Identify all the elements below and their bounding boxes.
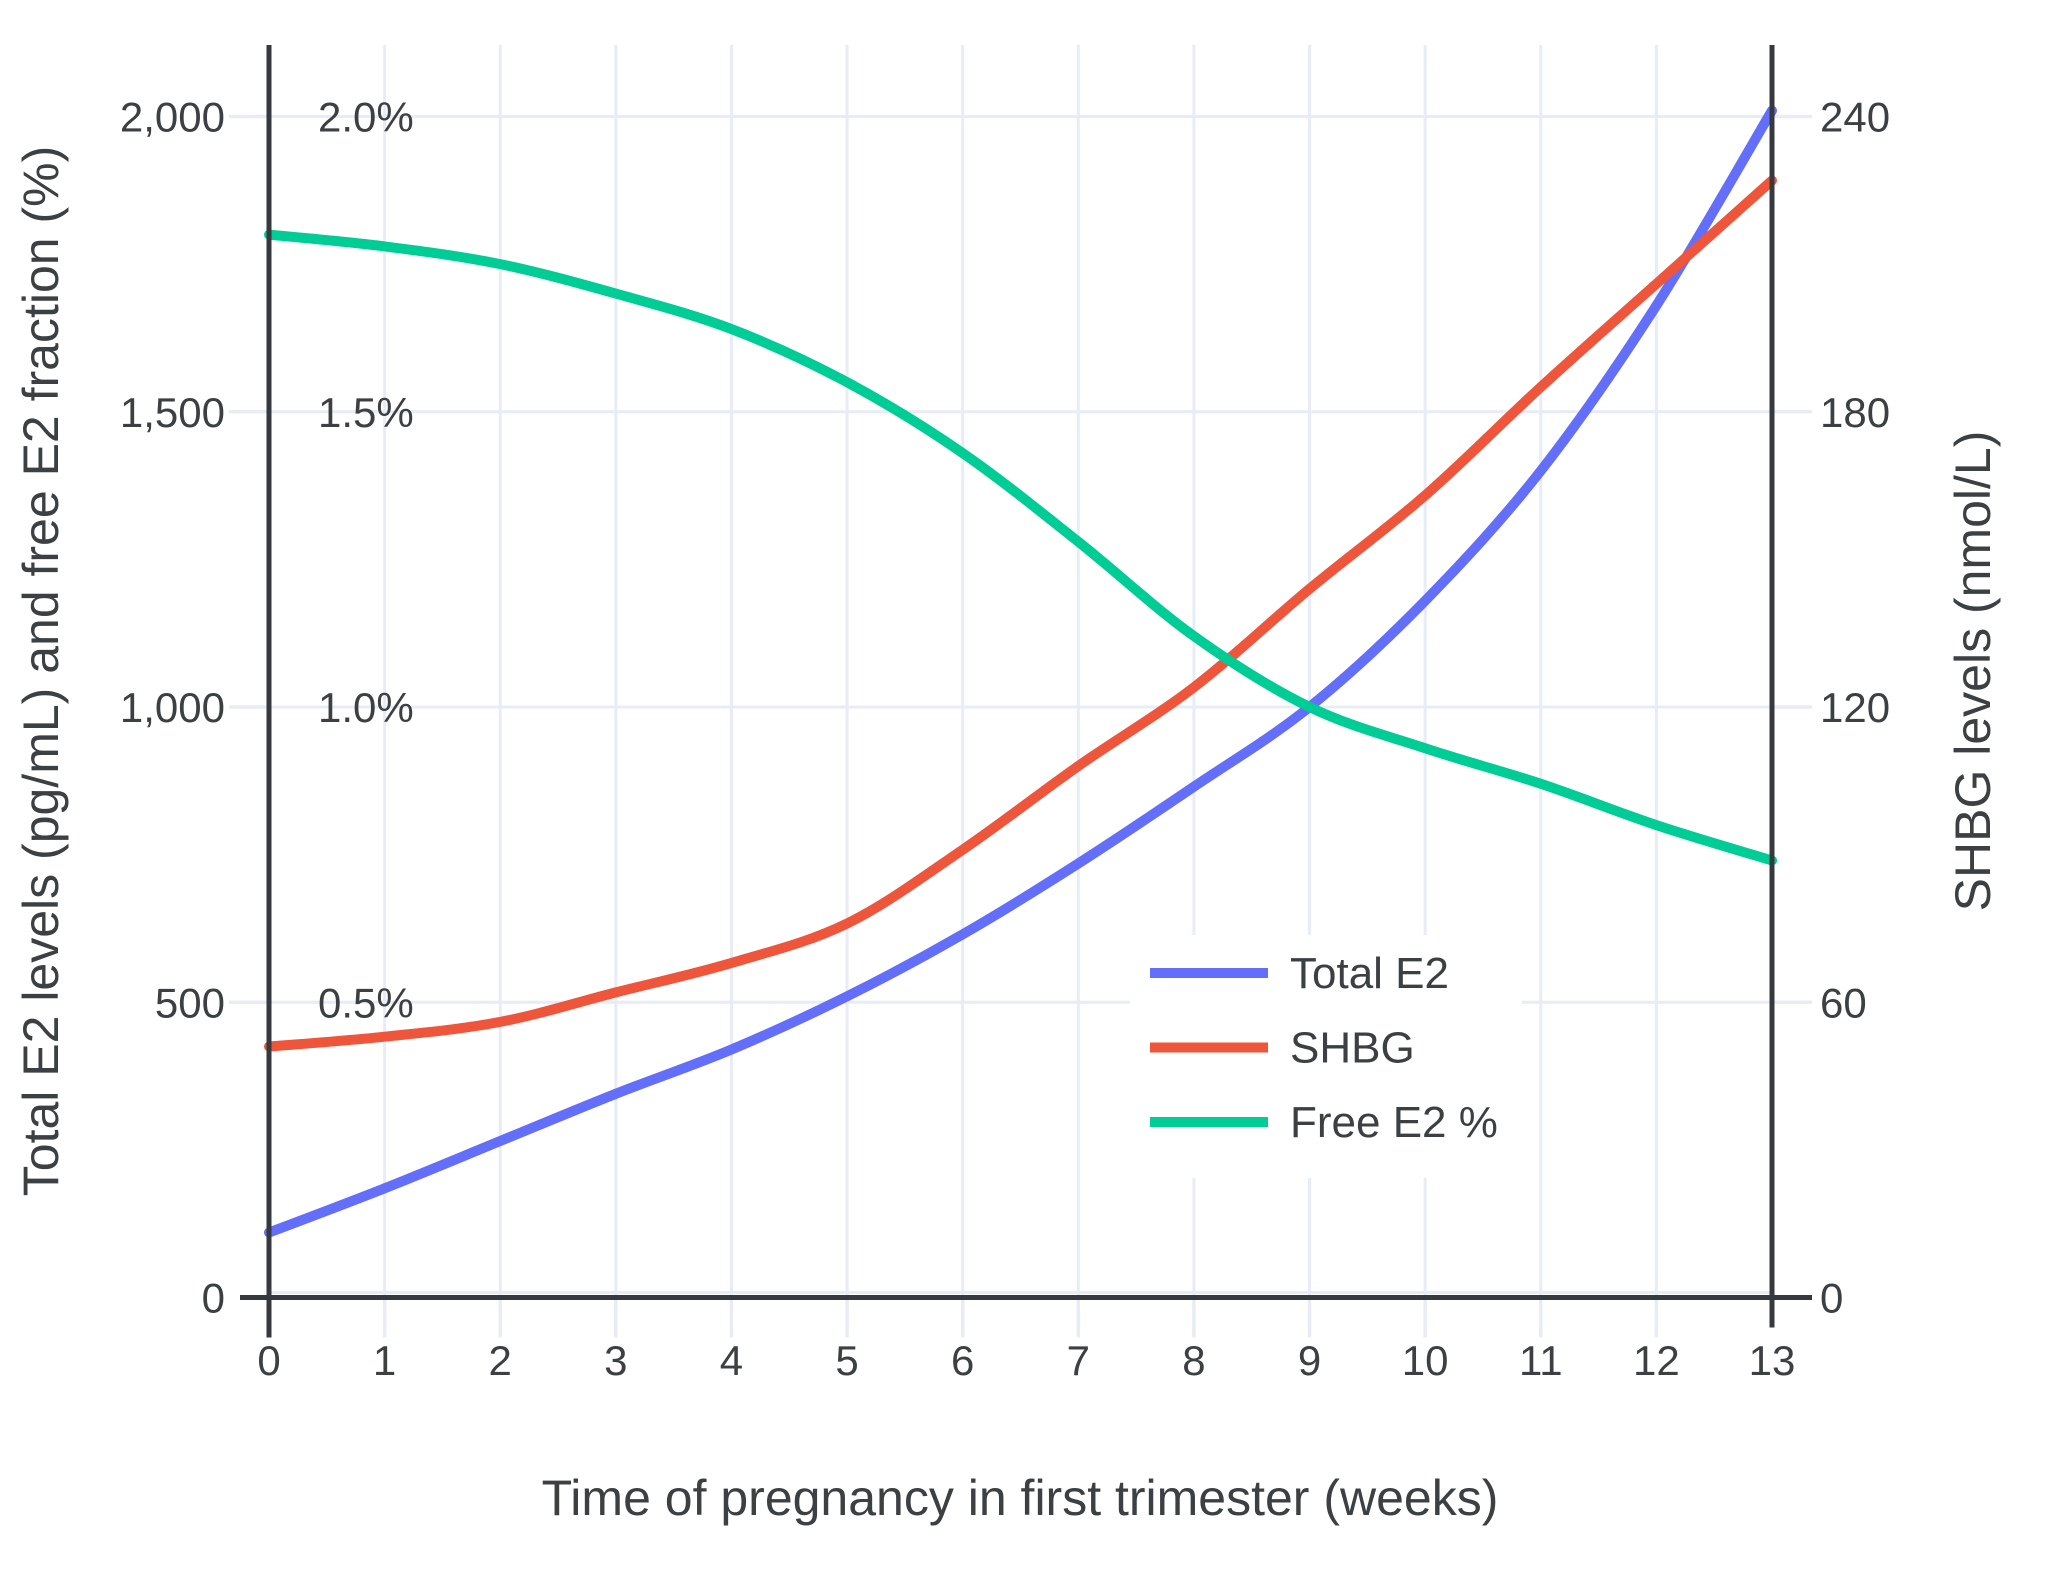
legend: Total E2 SHBG Free E2 % xyxy=(1130,935,1522,1178)
y-left-tick-label: 2,000 xyxy=(120,94,225,141)
x-tick-label: 11 xyxy=(1519,1337,1563,1384)
legend-item-total-e2[interactable]: Total E2 xyxy=(1150,949,1449,998)
series-line-free-e2 xyxy=(264,229,1777,866)
x-tick-label: 3 xyxy=(604,1337,627,1384)
x-tick-label: 5 xyxy=(835,1337,858,1384)
series-lines xyxy=(264,105,1777,1238)
y-left-tick-label: 1,500 xyxy=(120,389,225,436)
x-tick-label: 9 xyxy=(1298,1337,1321,1384)
series-line-total-e2 xyxy=(264,105,1777,1238)
legend-label: Free E2 % xyxy=(1290,1098,1498,1147)
y-left-tick-label: 0 xyxy=(202,1275,225,1322)
x-tick-label: 4 xyxy=(720,1337,743,1384)
x-tick-label: 2 xyxy=(489,1337,512,1384)
legend-label: SHBG xyxy=(1290,1024,1415,1073)
y-right-tick-label: 120 xyxy=(1820,684,1890,731)
x-tick-label: 0 xyxy=(257,1337,280,1384)
x-tick-label: 12 xyxy=(1633,1337,1680,1384)
y-axis-title-right: SHBG levels (nmol/L) xyxy=(1945,431,2001,912)
axis-ticks xyxy=(229,114,1812,1338)
gridlines xyxy=(269,45,1772,1298)
x-tick-label: 7 xyxy=(1067,1337,1090,1384)
y-left-tick-label: 500 xyxy=(155,979,225,1026)
free-e2-percent-tick-label: 2.0% xyxy=(318,94,414,141)
x-tick-label: 6 xyxy=(951,1337,974,1384)
y-left-tick-label: 1,000 xyxy=(120,684,225,731)
x-tick-label: 1 xyxy=(373,1337,396,1384)
tick-labels: 05001,0001,5002,0000.5%1.0%1.5%2.0%06012… xyxy=(120,94,1890,1385)
series-line-shbg xyxy=(264,175,1777,1052)
y-right-tick-label: 240 xyxy=(1820,94,1890,141)
legend-item-shbg[interactable]: SHBG xyxy=(1150,1024,1415,1073)
free-e2-percent-tick-label: 0.5% xyxy=(318,979,414,1026)
free-e2-percent-tick-label: 1.0% xyxy=(318,684,414,731)
y-right-tick-label: 60 xyxy=(1820,979,1867,1026)
axis-lines xyxy=(240,45,1812,1338)
legend-item-free-e2[interactable]: Free E2 % xyxy=(1150,1098,1498,1147)
x-axis-title: Time of pregnancy in first trimester (we… xyxy=(542,1470,1499,1526)
x-tick-label: 8 xyxy=(1182,1337,1205,1384)
y-right-tick-label: 0 xyxy=(1820,1275,1843,1322)
x-tick-label: 13 xyxy=(1749,1337,1796,1384)
y-axis-title-left: Total E2 levels (pg/mL) and free E2 frac… xyxy=(13,146,69,1196)
x-tick-label: 10 xyxy=(1402,1337,1449,1384)
legend-label: Total E2 xyxy=(1290,949,1449,998)
y-right-tick-label: 180 xyxy=(1820,389,1890,436)
free-e2-percent-tick-label: 1.5% xyxy=(318,389,414,436)
